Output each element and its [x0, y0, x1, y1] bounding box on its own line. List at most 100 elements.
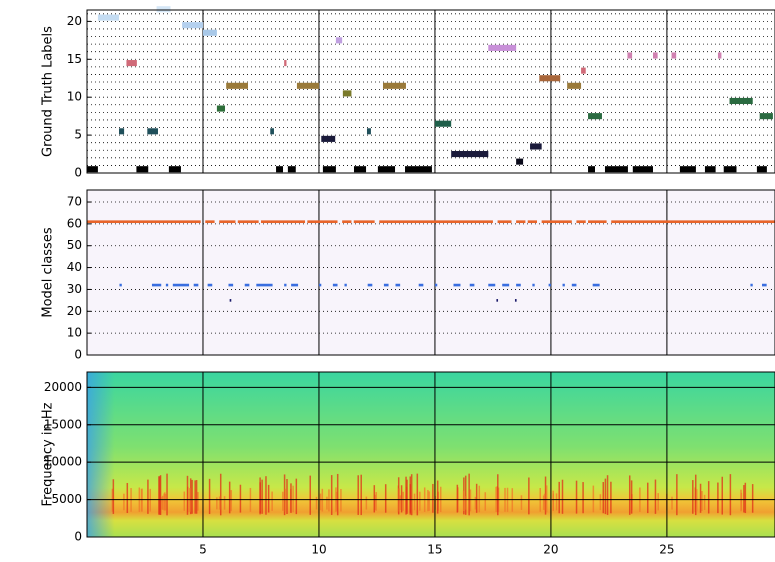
label-segment — [318, 283, 322, 287]
label-segment — [147, 128, 158, 135]
label-segment — [723, 166, 737, 173]
spectrogram-streak — [545, 485, 548, 513]
label-segment — [244, 283, 250, 287]
spectrogram-streak — [373, 485, 376, 513]
spectrogram-streak — [189, 478, 192, 515]
label-segment — [156, 6, 171, 13]
label-segment — [514, 299, 517, 302]
spectrogram-streak — [191, 479, 193, 514]
spectrogram-streak — [230, 490, 233, 512]
y-tick-label: 10000 — [44, 455, 82, 469]
label-segment — [611, 220, 775, 223]
plot-frame — [86, 371, 775, 538]
spectrogram-streak — [239, 484, 242, 513]
x-tick-label: 10 — [311, 543, 326, 557]
label-segment — [228, 283, 234, 287]
spectrogram-streak — [695, 489, 698, 512]
spectrogram-streak — [436, 480, 439, 514]
label-segment — [627, 52, 633, 59]
y-tick-label: 10 — [67, 326, 82, 340]
label-segment — [516, 220, 526, 223]
label-segment — [87, 220, 201, 223]
spectrogram-streak — [592, 485, 595, 513]
spectrogram-streak — [692, 480, 694, 514]
spectrogram-streak — [336, 473, 339, 516]
label-segment — [342, 220, 352, 223]
label-segment — [671, 52, 677, 59]
spectrogram-streak — [360, 474, 362, 516]
spectrogram-streak — [671, 496, 673, 510]
label-segment — [342, 90, 352, 97]
spectrogram-streak — [628, 475, 631, 515]
spectrogram-streak — [419, 491, 421, 511]
label-segment — [588, 166, 595, 173]
spectrogram-streak — [183, 491, 186, 511]
spectrogram-streak — [164, 494, 167, 511]
label-segment — [287, 166, 296, 173]
label-segment — [581, 67, 586, 74]
spectrogram-streak — [208, 478, 211, 515]
spectrogram-streak — [186, 475, 189, 515]
y-tick-label: 50 — [67, 238, 82, 252]
spectrogram-streak — [271, 491, 273, 511]
label-segment — [260, 220, 306, 223]
label-segment — [562, 283, 565, 287]
label-segment — [632, 166, 653, 173]
spectrogram-streak — [606, 475, 609, 515]
label-segment — [530, 143, 542, 150]
label-segment — [284, 60, 287, 67]
label-segment — [496, 299, 499, 302]
label-segment — [119, 283, 122, 287]
y-tick-label: 5000 — [51, 492, 82, 506]
label-segment — [756, 166, 767, 173]
spectrogram-streak — [111, 488, 114, 512]
label-segment — [151, 283, 162, 287]
spectrogram-streak — [654, 479, 657, 514]
spectrogram-streak — [469, 489, 472, 512]
spectrogram-streak — [292, 485, 294, 513]
spectrogram-streak — [729, 474, 732, 516]
label-segment — [541, 220, 572, 223]
spectrogram-streak — [384, 484, 387, 513]
spectrogram-streak — [413, 493, 416, 511]
spectrogram-streak — [703, 494, 706, 511]
label-segment — [202, 29, 217, 36]
spectrogram-streak — [159, 475, 162, 515]
spectrogram-streak — [456, 484, 459, 513]
spectrogram-streak — [218, 496, 221, 510]
label-segment — [488, 283, 496, 287]
label-segment — [172, 283, 190, 287]
label-segment — [652, 52, 658, 59]
spectrogram-streak — [315, 496, 318, 510]
label-segment — [453, 283, 461, 287]
spectrogram-streak — [416, 473, 419, 516]
spectrogram-streak — [194, 480, 196, 514]
label-segment — [405, 166, 432, 173]
spectrogram-streak — [740, 489, 742, 512]
label-segment — [532, 283, 535, 287]
spectrogram-streak — [282, 491, 284, 511]
y-tick-label: 10 — [67, 90, 82, 104]
plot-frame — [86, 9, 775, 174]
label-segment — [762, 283, 767, 287]
spectrogram-streak — [427, 489, 429, 512]
spectrogram-streak — [140, 488, 143, 512]
spectrogram-edge — [87, 372, 775, 537]
spectrogram-streak — [462, 490, 465, 512]
spectrogram-streak — [265, 476, 267, 515]
spectrogram-streak — [197, 492, 199, 511]
y-tick-label: 60 — [67, 216, 82, 230]
label-segment — [497, 220, 512, 223]
spectrogram-streak — [575, 480, 578, 514]
spectrogram-streak — [410, 474, 413, 516]
label-segment — [383, 283, 389, 287]
plot-frame — [86, 189, 775, 356]
label-segment — [679, 166, 696, 173]
spectrogram-streak — [543, 493, 546, 511]
spectrogram-streak — [357, 475, 359, 515]
spectrogram-streak — [219, 473, 222, 516]
y-tick-label: 0 — [74, 348, 82, 362]
y-tick-label: 70 — [67, 195, 82, 209]
label-segment — [395, 283, 401, 287]
